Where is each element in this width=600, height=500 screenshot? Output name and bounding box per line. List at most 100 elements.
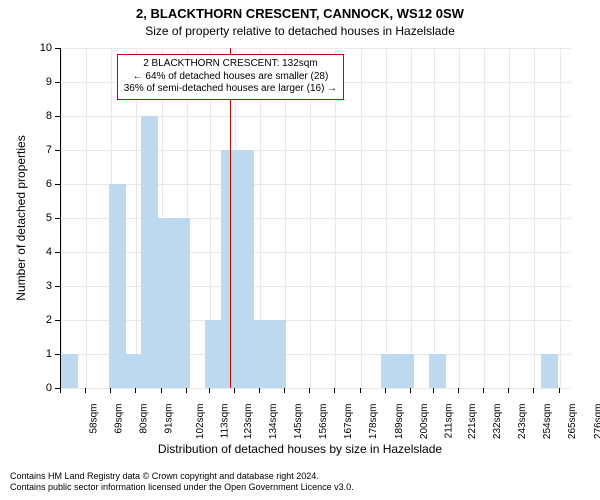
histogram-bar	[429, 354, 446, 388]
x-tick-mark	[360, 388, 361, 393]
x-tick-mark	[209, 388, 210, 393]
gridline-v	[484, 48, 485, 388]
x-tick-label: 156sqm	[318, 404, 329, 440]
annotation-line: 36% of semi-detached houses are larger (…	[124, 83, 337, 96]
x-tick-label: 80sqm	[139, 404, 150, 434]
annotation-line: ← 64% of detached houses are smaller (28…	[124, 71, 337, 84]
gridline-v	[61, 48, 62, 388]
x-tick-label: 232sqm	[492, 404, 503, 440]
x-tick-mark	[161, 388, 162, 393]
gridline-h	[61, 286, 571, 287]
x-tick-mark	[284, 388, 285, 393]
y-tick-mark	[55, 116, 60, 117]
histogram-bar	[237, 150, 254, 388]
x-tick-label: 265sqm	[567, 404, 578, 440]
x-tick-label: 189sqm	[394, 404, 405, 440]
y-tick-label: 6	[22, 178, 52, 190]
x-tick-label: 167sqm	[343, 404, 354, 440]
gridline-h	[61, 320, 571, 321]
x-tick-label: 58sqm	[89, 404, 100, 434]
x-tick-label: 200sqm	[419, 404, 430, 440]
x-tick-mark	[110, 388, 111, 393]
x-tick-mark	[85, 388, 86, 393]
x-tick-mark	[559, 388, 560, 393]
y-tick-label: 2	[22, 314, 52, 326]
gridline-v	[386, 48, 387, 388]
histogram-bar	[61, 354, 78, 388]
x-tick-label: 123sqm	[243, 404, 254, 440]
x-tick-mark	[334, 388, 335, 393]
y-tick-mark	[55, 150, 60, 151]
x-tick-mark	[533, 388, 534, 393]
x-tick-label: 113sqm	[219, 404, 230, 439]
y-tick-label: 4	[22, 246, 52, 258]
x-tick-mark	[186, 388, 187, 393]
x-axis-label: Distribution of detached houses by size …	[0, 442, 600, 456]
y-tick-mark	[55, 252, 60, 253]
x-tick-label: 178sqm	[369, 404, 380, 440]
x-tick-mark	[433, 388, 434, 393]
histogram-bar	[541, 354, 558, 388]
histogram-bar	[173, 218, 190, 388]
footer-attribution: Contains HM Land Registry data © Crown c…	[10, 471, 354, 494]
y-tick-mark	[55, 286, 60, 287]
x-tick-mark	[135, 388, 136, 393]
gridline-h	[61, 150, 571, 151]
x-tick-label: 243sqm	[517, 404, 528, 440]
x-tick-label: 102sqm	[195, 404, 206, 440]
histogram-bar	[109, 184, 126, 388]
x-tick-label: 91sqm	[164, 404, 175, 434]
y-tick-label: 3	[22, 280, 52, 292]
x-tick-label: 221sqm	[467, 404, 478, 440]
x-tick-label: 211sqm	[443, 404, 454, 439]
annotation-box: 2 BLACKTHORN CRESCENT: 132sqm← 64% of de…	[117, 54, 344, 100]
gridline-h	[61, 218, 571, 219]
x-tick-mark	[385, 388, 386, 393]
y-tick-mark	[55, 82, 60, 83]
gridline-v	[560, 48, 561, 388]
y-tick-label: 9	[22, 76, 52, 88]
gridline-v	[361, 48, 362, 388]
gridline-h	[61, 388, 571, 389]
histogram-bar	[397, 354, 414, 388]
gridline-v	[411, 48, 412, 388]
histogram-bar	[141, 116, 158, 388]
y-tick-mark	[55, 320, 60, 321]
x-tick-label: 145sqm	[293, 404, 304, 440]
histogram-bar	[205, 320, 222, 388]
y-tick-label: 7	[22, 144, 52, 156]
y-tick-label: 8	[22, 110, 52, 122]
x-tick-label: 254sqm	[542, 404, 553, 440]
y-tick-label: 0	[22, 382, 52, 394]
gridline-v	[534, 48, 535, 388]
gridline-v	[86, 48, 87, 388]
annotation-line: 2 BLACKTHORN CRESCENT: 132sqm	[124, 58, 337, 71]
y-tick-mark	[55, 354, 60, 355]
x-tick-mark	[234, 388, 235, 393]
x-tick-mark	[60, 388, 61, 393]
x-tick-label: 69sqm	[114, 404, 125, 434]
histogram-bar	[125, 354, 142, 388]
chart-title-sub: Size of property relative to detached ho…	[0, 24, 600, 38]
x-tick-label: 134sqm	[268, 404, 279, 440]
histogram-bar	[253, 320, 270, 388]
x-tick-mark	[508, 388, 509, 393]
gridline-v	[509, 48, 510, 388]
y-tick-mark	[55, 184, 60, 185]
gridline-v	[459, 48, 460, 388]
x-tick-mark	[410, 388, 411, 393]
x-tick-mark	[458, 388, 459, 393]
gridline-h	[61, 184, 571, 185]
y-tick-label: 1	[22, 348, 52, 360]
x-tick-label: 276sqm	[593, 404, 600, 440]
gridline-h	[61, 116, 571, 117]
x-tick-mark	[259, 388, 260, 393]
histogram-bar	[157, 218, 174, 388]
gridline-h	[61, 252, 571, 253]
plot-area: 2 BLACKTHORN CRESCENT: 132sqm← 64% of de…	[60, 48, 571, 389]
histogram-bar	[381, 354, 398, 388]
y-tick-mark	[55, 48, 60, 49]
x-tick-mark	[483, 388, 484, 393]
histogram-bar	[269, 320, 286, 388]
footer-line-1: Contains HM Land Registry data © Crown c…	[10, 471, 354, 483]
